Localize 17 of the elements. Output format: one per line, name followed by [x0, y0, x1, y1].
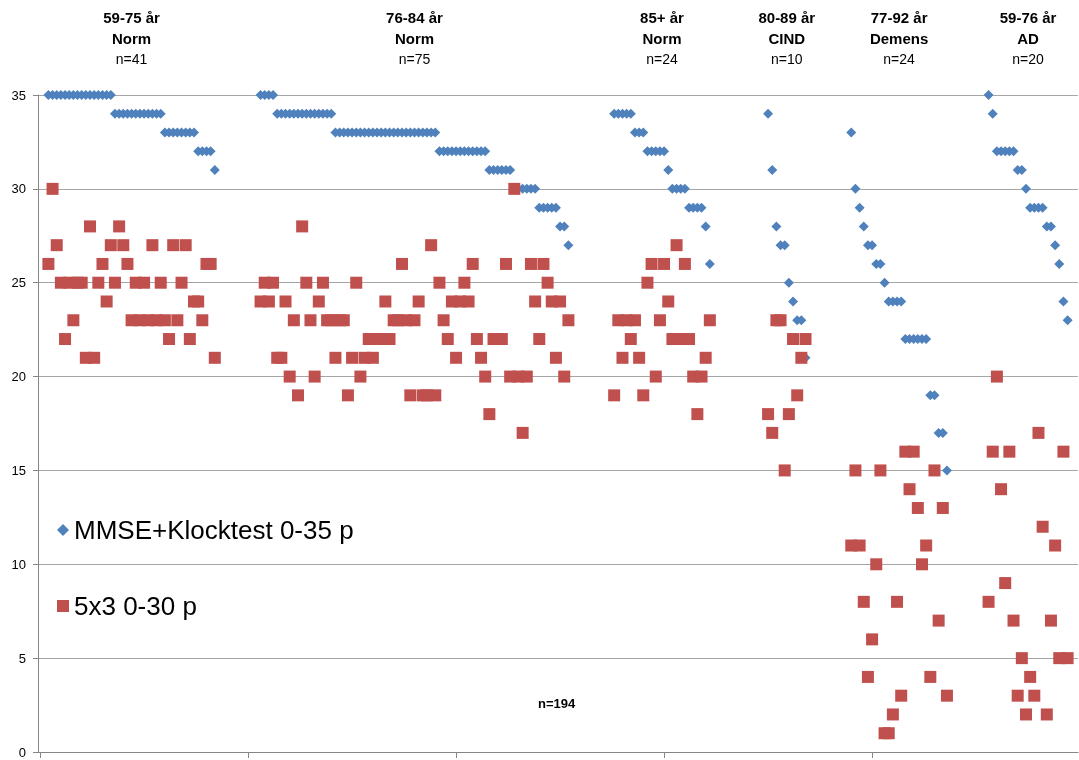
y-tick-label: 30: [11, 181, 26, 197]
annotation: n=194: [538, 696, 576, 711]
text: 59-75 år Norm n=41: [103, 9, 161, 67]
legend-label: 5x3 0-30 p: [74, 591, 197, 621]
y-tick-label: 10: [11, 556, 26, 572]
y-tick-label: 20: [11, 369, 26, 385]
y-tick-label: 0: [18, 744, 26, 760]
y-tick-label: 25: [11, 275, 26, 291]
y-tick-label: 5: [18, 650, 26, 666]
text: 85+ år Norm n=24: [640, 9, 685, 67]
legend-label: MMSE+Klocktest 0-35 p: [74, 515, 354, 545]
text: 77-92 år Demens n=24: [869, 9, 929, 67]
text: 76-84 år Norm n=75: [386, 9, 443, 67]
text: 59-76 år AD n=20: [999, 9, 1057, 67]
text: 80-89 år CIND n=10: [758, 9, 816, 67]
y-tick-label: 35: [11, 87, 26, 103]
y-tick-label: 15: [11, 462, 26, 478]
